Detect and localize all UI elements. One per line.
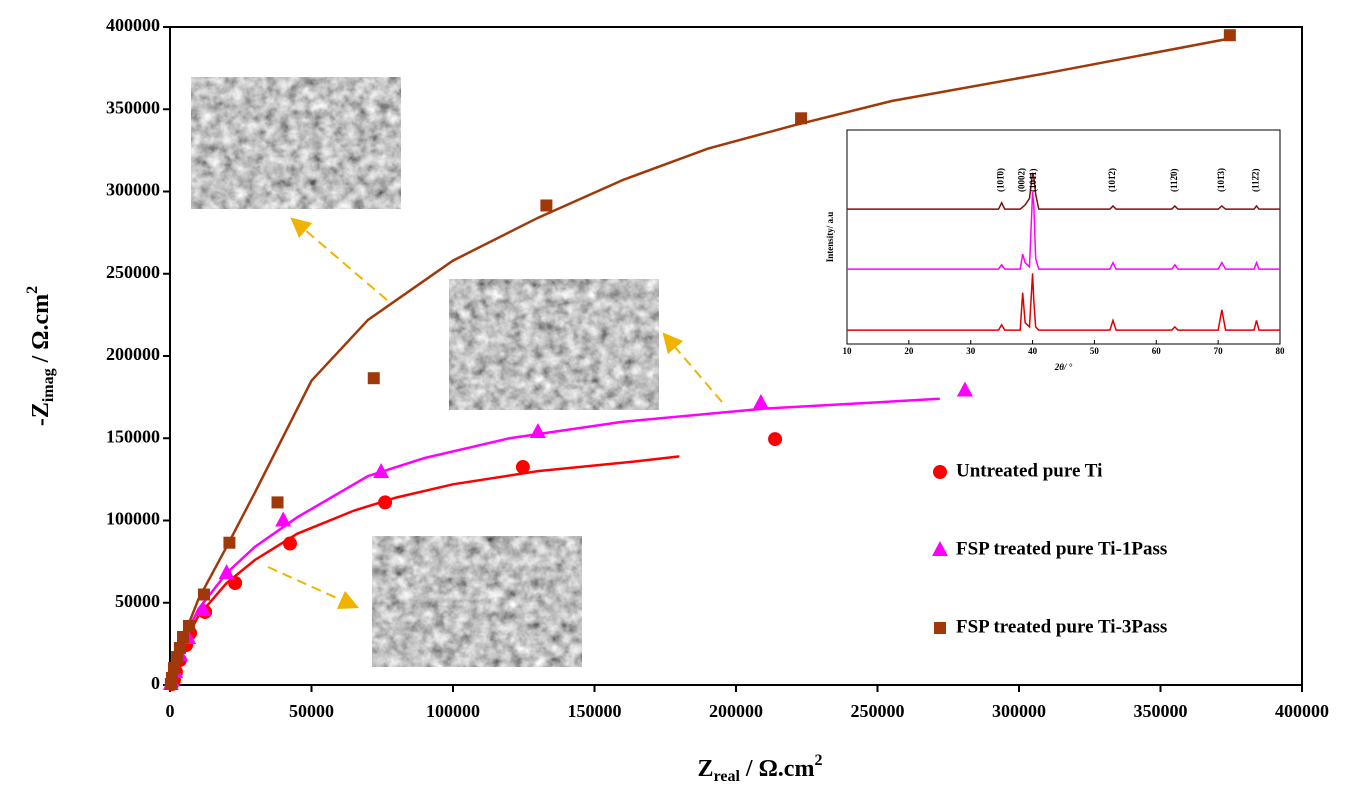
fit-line (168, 37, 1231, 686)
y-tick-label: 200000 (106, 344, 160, 364)
peak-label: (101̄2) (1107, 168, 1117, 192)
inset-x-tick-label: 70 (1214, 346, 1224, 356)
inset-frame (846, 129, 1281, 345)
marker (171, 651, 184, 664)
inset-x-tick-label: 80 (1276, 346, 1286, 356)
y-axis-title: -Zimag / Ω.cm2 (24, 286, 57, 426)
marker (795, 112, 808, 125)
peak-label: (101̄0) (996, 168, 1006, 192)
marker (768, 432, 783, 447)
x-tick-label: 300000 (992, 701, 1046, 721)
inset-x-title: 2θ/ ° (1054, 362, 1073, 372)
x-tick-label: 0 (166, 701, 175, 721)
sem-image (191, 77, 401, 209)
marker (167, 662, 180, 675)
peak-label: (0002) (1017, 168, 1027, 192)
inset-x-tick-label: 50 (1090, 346, 1100, 356)
y-tick-label: 350000 (106, 97, 160, 117)
marker (195, 600, 212, 616)
arrow (290, 217, 388, 301)
y-tick-label: 250000 (106, 262, 160, 282)
y-tick-label: 300000 (106, 180, 160, 200)
arrow (267, 566, 360, 610)
label-part: imag (40, 368, 57, 402)
label-part: real (714, 768, 741, 785)
inset-x-tick-label: 10 (843, 346, 853, 356)
marker (367, 372, 380, 385)
y-tick-label: 400000 (106, 15, 160, 35)
marker (223, 536, 236, 549)
y-tick-label: 150000 (106, 426, 160, 446)
y-tick-label: 0 (151, 673, 160, 693)
marker (228, 576, 243, 591)
marker (752, 394, 769, 410)
legend-label: FSP treated pure Ti-3Pass (956, 616, 1167, 637)
x-tick-label: 50000 (289, 701, 334, 721)
x-tick-label: 350000 (1134, 701, 1188, 721)
peak-label: (101̄1) (1028, 168, 1038, 192)
marker (182, 619, 195, 632)
inset-x-tick-label: 60 (1152, 346, 1162, 356)
label-part: 2 (814, 752, 822, 769)
peak-label: (101̄3) (1216, 168, 1226, 192)
sem-image (372, 536, 582, 667)
legend-label: FSP treated pure Ti-1Pass (956, 538, 1167, 559)
sem-image (449, 279, 659, 410)
xrd-line (847, 172, 1280, 210)
marker (529, 422, 546, 438)
marker (173, 641, 186, 654)
marker (378, 495, 393, 510)
fit-line (168, 455, 680, 686)
marker (373, 462, 390, 478)
marker (271, 496, 284, 509)
marker (1223, 29, 1236, 42)
xrd-line (847, 191, 1280, 270)
x-tick-label: 150000 (568, 701, 622, 721)
y-tick-label: 100000 (106, 509, 160, 529)
inset-x-tick-label: 30 (966, 346, 976, 356)
label-part: 2 (24, 286, 41, 294)
legend-marker (933, 465, 947, 479)
marker (177, 630, 190, 643)
fit-line (168, 397, 940, 686)
legend-marker (934, 622, 946, 634)
y-tick-label: 50000 (115, 591, 160, 611)
marker (515, 460, 530, 475)
xrd-line (847, 273, 1280, 331)
marker (282, 536, 297, 551)
x-axis-title: Zreal / Ω.cm2 (698, 752, 823, 785)
inset-y-title: Intensity/ a.u (825, 212, 835, 263)
marker (956, 381, 973, 397)
label-part: Z (698, 756, 714, 782)
marker (540, 199, 553, 212)
peak-label: (112̄0) (1169, 168, 1179, 192)
x-tick-label: 250000 (851, 701, 905, 721)
x-tick-label: 400000 (1275, 701, 1329, 721)
label-part: -Z (28, 402, 54, 426)
x-tick-label: 200000 (709, 701, 763, 721)
marker (197, 588, 210, 601)
label-part: / Ω.cm (28, 294, 54, 369)
marker (275, 511, 292, 527)
inset-x-tick-label: 40 (1028, 346, 1038, 356)
inset-x-tick-label: 20 (904, 346, 914, 356)
peak-label: (112̄2) (1251, 168, 1261, 192)
label-part: / Ω.cm (740, 756, 815, 782)
legend-marker (932, 541, 948, 556)
arrow (662, 332, 723, 403)
x-tick-label: 100000 (426, 701, 480, 721)
marker (165, 671, 178, 684)
legend-label: Untreated pure Ti (956, 460, 1102, 481)
marker (218, 564, 235, 580)
